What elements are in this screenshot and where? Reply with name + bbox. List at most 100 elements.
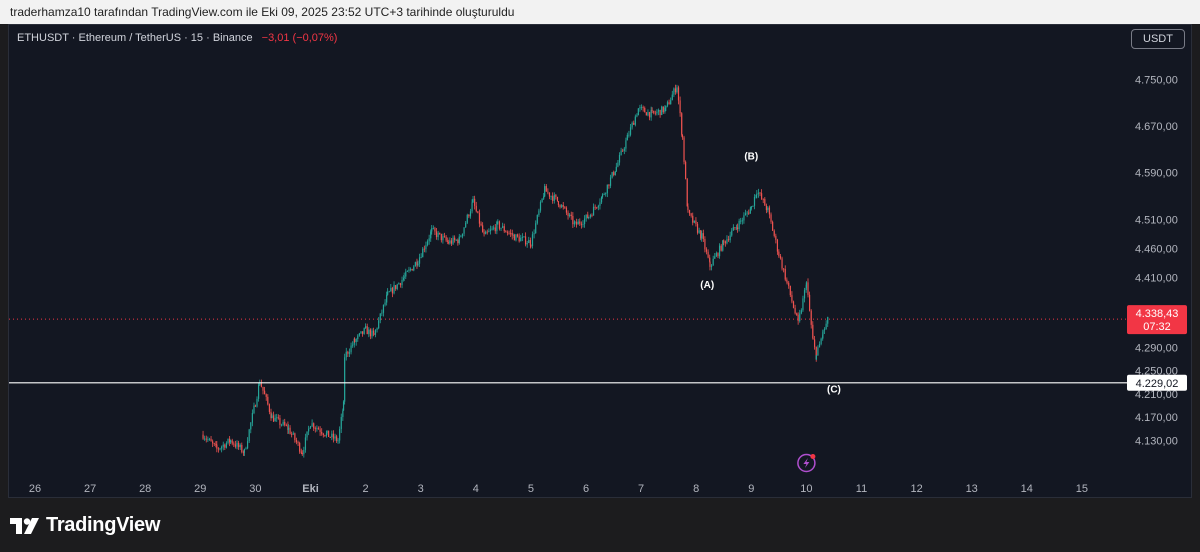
candle-body [823, 329, 826, 331]
candle-body [477, 211, 479, 213]
candle-body [461, 233, 464, 237]
candle-body [285, 425, 287, 426]
candle-body [236, 442, 238, 447]
y-tick-label: 4.510,00 [1135, 214, 1178, 226]
candle-body [526, 243, 528, 245]
candle-body [498, 221, 501, 229]
chart-panel[interactable]: (A) (B) (C) 4.750,00 4.670,00 4.590,00 4.510,… [8, 24, 1192, 498]
candle-body [416, 262, 418, 266]
candle-body [516, 234, 519, 237]
candle-body [572, 215, 574, 225]
candle-body [440, 233, 442, 241]
candle-body [488, 231, 490, 233]
candle-body [215, 443, 217, 445]
candle-body [731, 230, 733, 236]
candle-body [776, 239, 779, 252]
candle-body [574, 221, 576, 223]
candle-body [304, 437, 307, 450]
candle-body [550, 196, 552, 197]
candle-body [231, 440, 233, 444]
candle-body [700, 230, 702, 239]
candle-body [812, 324, 814, 339]
x-tick-label: 3 [418, 483, 424, 495]
candle-body [207, 439, 209, 441]
currency-button[interactable]: USDT [1131, 29, 1185, 49]
time-axis: 26 27 28 29 30 Eki 2 3 4 5 6 7 8 9 10 11 12 13 14 15 [29, 483, 1088, 495]
alert-dot [810, 454, 816, 459]
candle-body [454, 237, 456, 241]
candle-body [314, 428, 316, 430]
candle-body [625, 140, 627, 149]
candle-body [374, 330, 377, 335]
candle-body [403, 276, 405, 278]
price-chart[interactable]: (A) (B) (C) 4.750,00 4.670,00 4.590,00 4.510,… [9, 25, 1192, 498]
level-tag-value: 4.229,02 [1136, 378, 1179, 390]
candle-body [744, 213, 747, 216]
candle-body [608, 184, 610, 186]
candle-body [786, 279, 788, 282]
candle-body [552, 196, 554, 201]
candle-body [726, 239, 728, 244]
y-tick-label: 4.590,00 [1135, 168, 1178, 180]
candle-body [561, 205, 563, 208]
candle-body [662, 106, 664, 113]
candle-body [573, 222, 576, 225]
candle-body [786, 281, 788, 283]
candle-body [582, 223, 584, 225]
candle-body [559, 205, 561, 208]
candle-body [757, 192, 760, 194]
candle-body [685, 161, 687, 179]
candle-body [712, 258, 714, 266]
candle-body [827, 317, 829, 324]
candle-body [659, 109, 661, 116]
candle-body [352, 344, 354, 346]
candle-body [423, 248, 425, 250]
candle-body [702, 233, 704, 239]
candle-body [485, 231, 487, 235]
candle-body [553, 195, 555, 201]
candle-body [693, 220, 695, 223]
candle-body [645, 112, 647, 116]
candle-body [334, 436, 336, 439]
candle-body [295, 440, 298, 443]
candle-body [227, 438, 229, 444]
candle-body [256, 398, 258, 407]
candle-body [430, 231, 432, 239]
candle-body [399, 283, 402, 286]
candle-body [505, 231, 507, 233]
candle-body [300, 451, 302, 453]
candle-body [287, 427, 290, 430]
x-tick-label: 26 [29, 483, 41, 495]
candle-body [428, 238, 430, 242]
candle-body [224, 444, 226, 448]
candle-body [674, 88, 677, 93]
candle-body [637, 108, 639, 116]
candle-body [588, 217, 590, 219]
x-tick-label: 28 [139, 483, 151, 495]
candle-body [567, 212, 569, 217]
candle-body [265, 394, 267, 397]
candle-body [736, 227, 739, 230]
candle-body [245, 448, 247, 450]
candle-body [520, 237, 522, 242]
candle-body [765, 205, 768, 211]
candle-body [313, 423, 315, 429]
candle-body [268, 404, 271, 412]
tradingview-brand[interactable]: TradingView [10, 514, 160, 537]
candle-body [390, 287, 392, 292]
candle-body [651, 110, 653, 112]
candle-body [466, 214, 468, 223]
candle-body [376, 328, 378, 331]
candle-body [457, 239, 459, 244]
candle-body [592, 206, 595, 216]
candle-body [503, 226, 505, 232]
lightning-bolt [803, 458, 810, 468]
candle-body [557, 201, 560, 206]
candle-body [579, 221, 581, 224]
candle-body [594, 206, 596, 208]
x-tick-label: 5 [528, 483, 534, 495]
candle-body [802, 298, 804, 311]
symbol-title: ETHUSDT · Ethereum / TetherUS · 15 · Bin… [17, 32, 253, 44]
y-tick-label: 4.460,00 [1135, 243, 1178, 255]
candle-body [634, 116, 636, 125]
